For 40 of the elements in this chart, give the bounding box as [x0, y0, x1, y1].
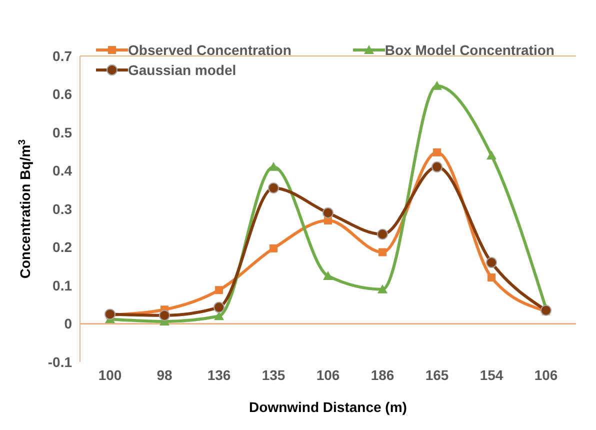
- x-tick-label: 135: [262, 366, 286, 383]
- x-tick-label: 154: [480, 366, 504, 383]
- x-tick-label: 106: [534, 366, 558, 383]
- x-tick-label: 186: [370, 366, 394, 383]
- point: [432, 161, 442, 172]
- point: [486, 257, 497, 268]
- point: [486, 150, 496, 160]
- point: [377, 228, 388, 240]
- point: [215, 286, 223, 294]
- point: [323, 270, 333, 280]
- y-tick-label: 0.6: [52, 86, 72, 102]
- y-tick-label: 0.2: [52, 239, 72, 256]
- point: [322, 207, 334, 218]
- point: [268, 162, 278, 171]
- x-tick-label: 136: [207, 366, 231, 383]
- x-tick-label: 165: [425, 366, 449, 383]
- x-tick-label: 100: [98, 366, 122, 383]
- y-tick-label: 0.7: [52, 48, 72, 64]
- y-tick-label: 0: [64, 316, 72, 332]
- y-tick-label: 0.4: [52, 162, 72, 179]
- point: [270, 244, 278, 252]
- point: [214, 311, 224, 320]
- point: [378, 284, 388, 294]
- point: [488, 273, 496, 282]
- legend-label: Box Model Concentration: [384, 42, 554, 58]
- x-tick-label: 106: [316, 366, 340, 383]
- point: [214, 302, 224, 313]
- y-tick-label: 0.5: [52, 124, 72, 140]
- legend-label: Observed Concentration: [128, 42, 292, 58]
- point: [159, 310, 170, 321]
- legend-label: Gaussian model: [128, 62, 236, 78]
- x-axis-title: Downwind Distance (m): [249, 399, 407, 415]
- point: [433, 148, 441, 156]
- y-tick-label: 0.1: [52, 277, 72, 294]
- x-tick-label: 98: [156, 366, 172, 383]
- point: [268, 182, 279, 194]
- y-tick-label: 0.3: [52, 200, 72, 217]
- point: [378, 248, 386, 256]
- point: [540, 304, 552, 316]
- y-tick-label: -0.1: [48, 354, 72, 370]
